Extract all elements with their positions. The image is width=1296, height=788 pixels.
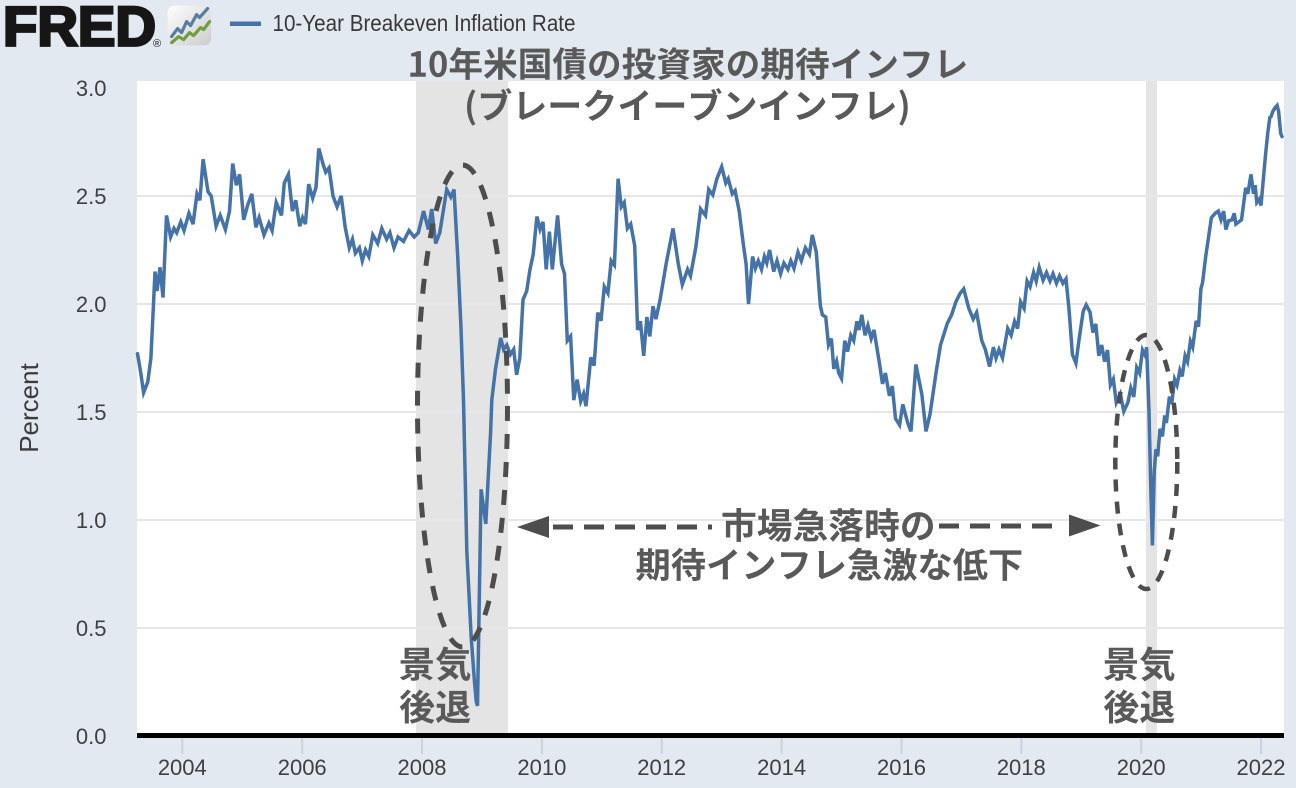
- svg-text:2.5: 2.5: [76, 184, 107, 209]
- svg-text:3.0: 3.0: [76, 76, 107, 101]
- svg-text:2014: 2014: [757, 755, 806, 780]
- svg-text:2008: 2008: [398, 755, 447, 780]
- svg-text:2.0: 2.0: [76, 292, 107, 317]
- svg-text:FRED: FRED: [3, 0, 156, 57]
- svg-text:Percent: Percent: [14, 362, 44, 452]
- svg-text:2010: 2010: [517, 755, 566, 780]
- svg-text:0.5: 0.5: [76, 616, 107, 641]
- svg-text:®: ®: [153, 38, 161, 50]
- svg-text:2022: 2022: [1237, 755, 1286, 780]
- svg-text:0.0: 0.0: [76, 724, 107, 749]
- svg-text:2020: 2020: [1117, 755, 1166, 780]
- svg-text:2004: 2004: [158, 755, 207, 780]
- svg-text:2012: 2012: [637, 755, 686, 780]
- svg-text:2018: 2018: [997, 755, 1046, 780]
- svg-text:2016: 2016: [877, 755, 926, 780]
- svg-text:2006: 2006: [278, 755, 327, 780]
- svg-text:10-Year Breakeven Inflation Ra: 10-Year Breakeven Inflation Rate: [273, 10, 576, 36]
- svg-text:1.5: 1.5: [76, 400, 107, 425]
- svg-text:1.0: 1.0: [76, 508, 107, 533]
